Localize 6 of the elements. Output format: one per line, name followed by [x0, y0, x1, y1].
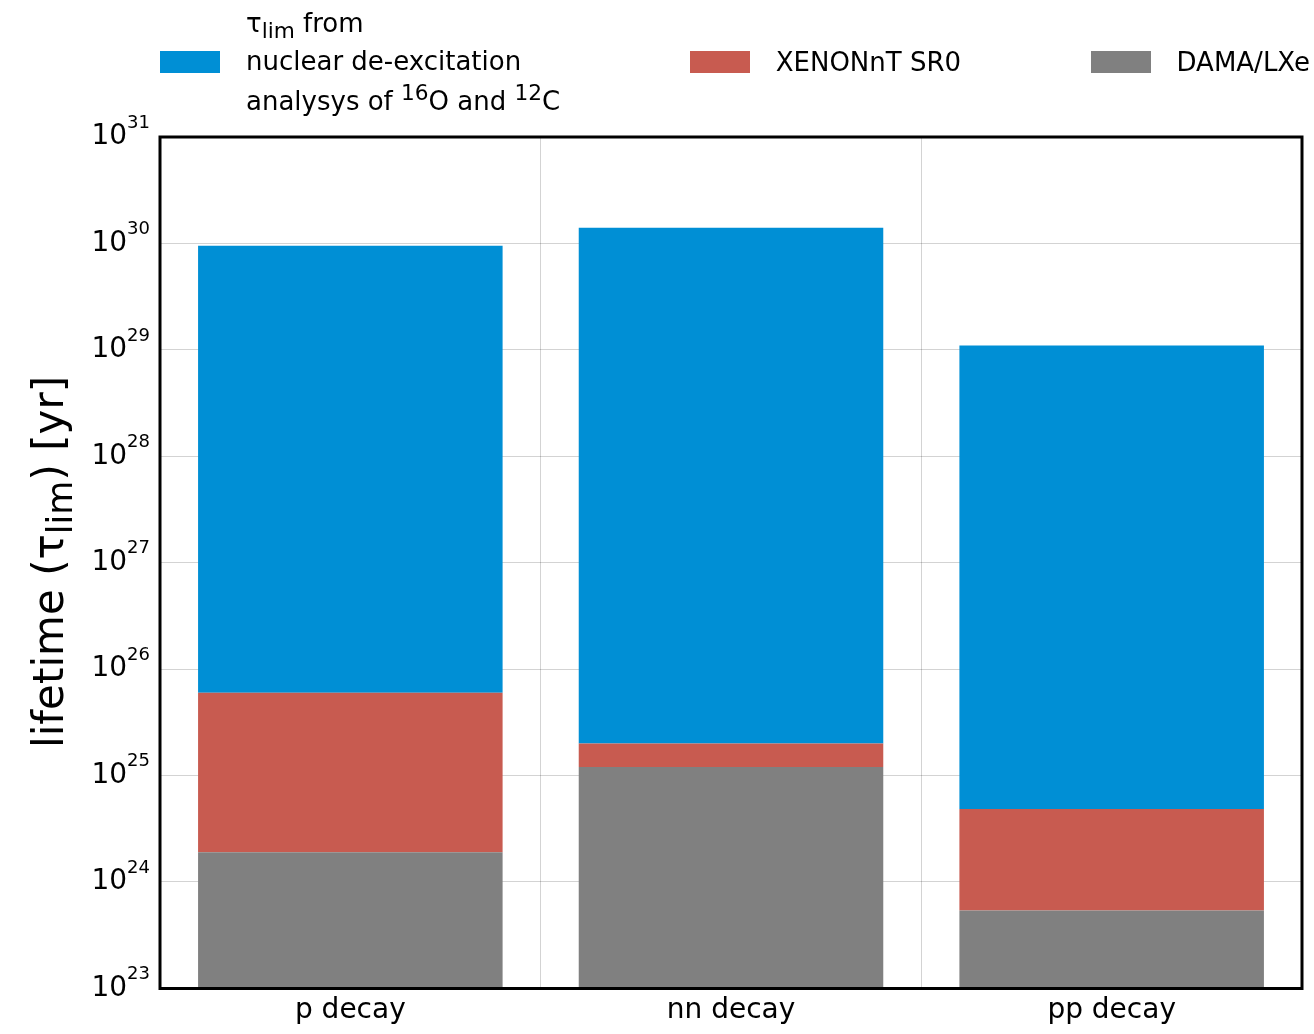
legend-label: DAMA/LXe: [1176, 45, 1310, 79]
x-tick-label: pp decay: [1047, 992, 1176, 1026]
text: τ$_{lim}$ from nuclear de-excitation analysys of $^{16}$O and $^{12}$C: [246, 7, 561, 116]
x-tick-label: p decay: [294, 992, 406, 1026]
x-tick-label: nn decay: [666, 992, 796, 1026]
legend-label: XENONnT SR0: [775, 45, 962, 79]
